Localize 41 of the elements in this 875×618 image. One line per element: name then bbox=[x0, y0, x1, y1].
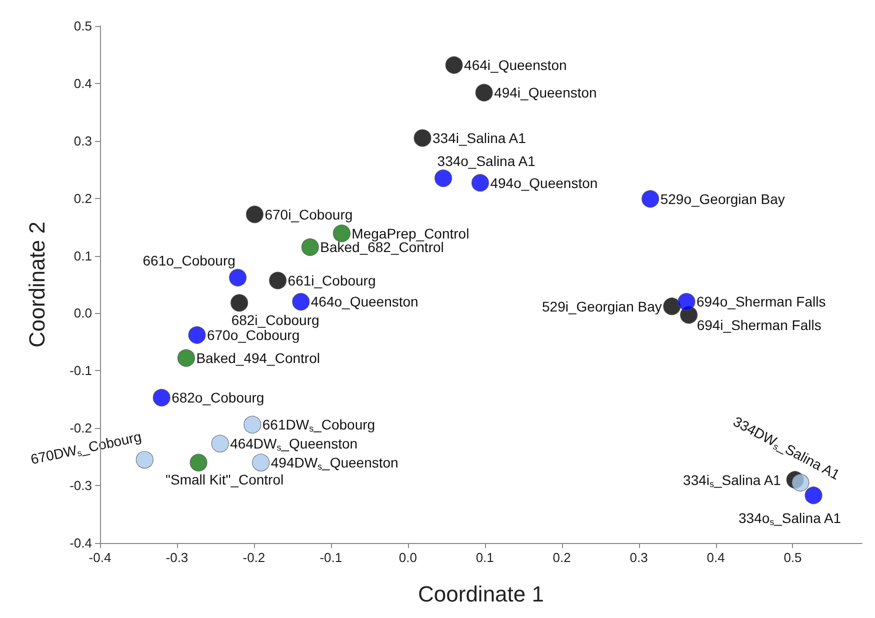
x-tick-label: 0.1 bbox=[476, 550, 494, 565]
x-tick-label: -0.1 bbox=[320, 550, 342, 565]
annotation: 661o_Cobourg bbox=[142, 252, 236, 269]
x-tick-label: 0.4 bbox=[706, 550, 725, 565]
annotation: 682o_Cobourg bbox=[172, 390, 264, 406]
annotation: 529o_Georgian Bay bbox=[660, 190, 785, 207]
x-tick-label: 0.5 bbox=[784, 550, 802, 565]
x-tick-label: 0.0 bbox=[398, 550, 417, 565]
annotation: Baked_494_Control bbox=[196, 350, 320, 366]
annotation: 464o_Queenston bbox=[310, 294, 418, 310]
annotation: 670o_Cobourg bbox=[206, 327, 300, 344]
y-tick-label: 0.4 bbox=[74, 76, 92, 91]
annotation: 529i_Georgian Bay bbox=[542, 298, 662, 314]
annotation: 661i_Cobourg bbox=[288, 272, 376, 288]
annotation: MegaPrep_Control bbox=[352, 225, 470, 242]
x-tick-label: 0.3 bbox=[630, 550, 648, 565]
annotation: 464i_Queenston bbox=[464, 57, 567, 74]
y-axis-title: Coordinate 2 bbox=[24, 222, 50, 348]
y-tick-label: -0.3 bbox=[70, 478, 92, 494]
annotation: 334o_Salina A1 bbox=[437, 153, 536, 170]
y-tick-label: 0.2 bbox=[74, 190, 92, 206]
annotation: 694o_Sherman Falls bbox=[696, 294, 826, 310]
annotation: 494o_Queenston bbox=[490, 174, 598, 191]
y-tick-label: 0.0 bbox=[74, 306, 92, 321]
x-tick-label: 0.2 bbox=[552, 550, 571, 565]
y-tick-label: -0.1 bbox=[70, 363, 92, 378]
annotation: 494i_Queenston bbox=[494, 84, 597, 101]
x-tick-label: -0.3 bbox=[166, 550, 188, 565]
annotation: 682i_Cobourg bbox=[231, 312, 320, 328]
x-tick-label: -0.2 bbox=[242, 550, 266, 565]
y-tick-label: 0.1 bbox=[74, 248, 92, 264]
annotation: 670i_Cobourg bbox=[264, 206, 353, 222]
y-tick-label: -0.4 bbox=[70, 536, 92, 550]
annotation: 694i_Sherman Falls bbox=[696, 316, 822, 333]
y-tick-label: -0.2 bbox=[70, 420, 92, 436]
x-tick-label: -0.4 bbox=[88, 550, 112, 565]
y-tick-label: 0.3 bbox=[74, 133, 92, 148]
annotation: 334i_Salina A1 bbox=[432, 130, 526, 146]
y-tick-label: 0.5 bbox=[74, 18, 92, 34]
annotation: "Small Kit"_Control bbox=[166, 472, 284, 488]
x-axis-title: Coordinate 1 bbox=[418, 582, 544, 606]
